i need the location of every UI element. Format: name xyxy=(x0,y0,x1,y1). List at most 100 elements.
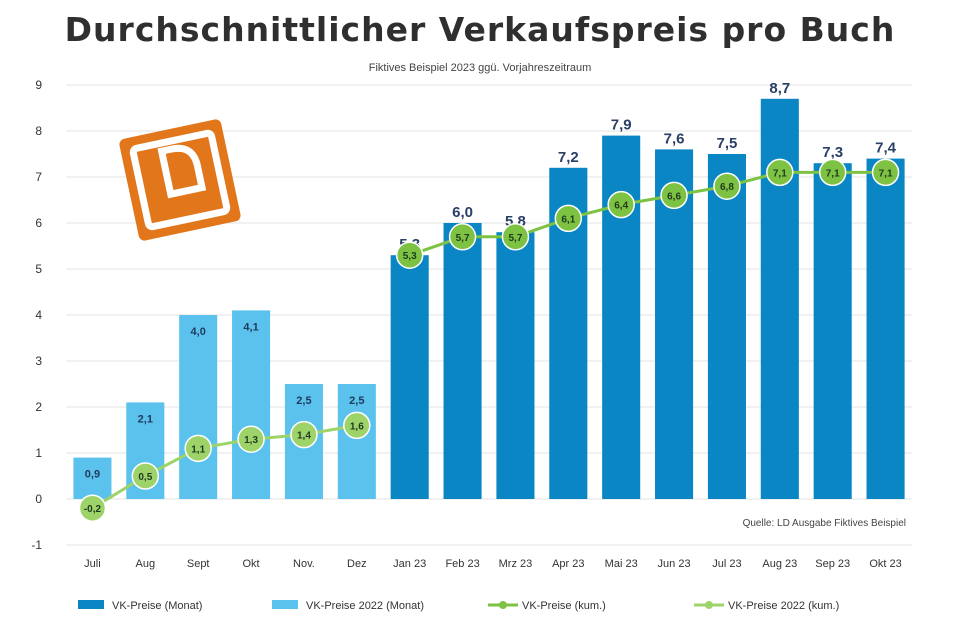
bar-value-label: 7,5 xyxy=(717,135,738,152)
line-point xyxy=(660,181,688,210)
line-point xyxy=(395,241,424,269)
line-point xyxy=(713,172,741,200)
bar-value-label: 2,1 xyxy=(138,413,153,425)
bar-value-label: 2,5 xyxy=(349,395,364,407)
legend-item: VK-Preise 2022 (Monat) xyxy=(272,600,424,612)
line-point xyxy=(131,462,160,490)
line-point-label: -0,2 xyxy=(84,504,102,515)
y-axis-labels: -1 0 1 2 3 4 5 6 7 8 9 xyxy=(31,78,42,552)
line-point-label: 6,1 xyxy=(561,214,575,225)
chart-subtitle: Fiktives Beispiel 2023 ggü. Vorjahreszei… xyxy=(368,62,592,74)
line-point-label: 1,6 xyxy=(350,421,364,432)
bar xyxy=(179,315,218,499)
x-tick-label: Feb 23 xyxy=(445,558,479,570)
y-tick-label: 0 xyxy=(35,492,42,506)
line-point-label: 6,8 xyxy=(720,182,734,193)
line-point xyxy=(607,190,635,219)
line-point xyxy=(554,204,583,233)
x-tick-label: Sep 23 xyxy=(815,558,850,570)
line-point-label: 1,3 xyxy=(244,435,258,446)
chart-title: Durchschnittlicher Verkaufspreis pro Buc… xyxy=(64,10,896,49)
legend-item: VK-Preise (kum.) xyxy=(488,600,606,612)
line-point-label: 6,6 xyxy=(667,191,681,202)
line-point xyxy=(448,223,477,251)
legend-label: VK-Preise (Monat) xyxy=(112,600,202,612)
bar xyxy=(73,457,112,499)
line-point-label: 5,7 xyxy=(508,233,522,244)
line-point-label: 0,5 xyxy=(138,472,152,483)
line-point-label: 1,1 xyxy=(191,444,205,455)
line-point-label: 1,4 xyxy=(297,431,311,442)
line-point xyxy=(184,434,212,463)
line-point xyxy=(501,223,530,251)
legend-swatch xyxy=(272,600,298,609)
bar-value-label: 0,9 xyxy=(85,469,100,481)
y-tick-label: 1 xyxy=(35,446,42,460)
line-point xyxy=(78,494,107,522)
ld-logo-icon xyxy=(119,119,241,241)
legend-swatch-marker xyxy=(499,601,507,609)
bar xyxy=(813,163,852,499)
x-tick-label: Jul 23 xyxy=(712,558,741,570)
y-tick-label: 5 xyxy=(35,262,42,276)
line-point xyxy=(766,158,794,187)
x-tick-label: Apr 23 xyxy=(552,558,584,570)
bar xyxy=(707,154,746,499)
bar-value-label: 8,7 xyxy=(769,80,790,97)
y-tick-label: 6 xyxy=(35,216,42,230)
line-point-label: 5,7 xyxy=(456,233,470,244)
line-point xyxy=(343,411,371,440)
line-point-label: 7,1 xyxy=(826,168,840,179)
y-tick-label: 7 xyxy=(35,170,42,184)
bar-value-label: 7,9 xyxy=(611,117,632,134)
bar-value-label: 7,4 xyxy=(875,140,897,157)
x-tick-label: Jun 23 xyxy=(658,558,691,570)
line-point-label: 7,1 xyxy=(773,168,787,179)
legend-item: VK-Preise (Monat) xyxy=(78,600,202,612)
bar-value-label: 7,6 xyxy=(664,130,685,147)
bar-value-label: 2,5 xyxy=(296,395,311,407)
x-tick-label: Okt 23 xyxy=(869,558,901,570)
legend-label: VK-Preise 2022 (kum.) xyxy=(728,600,839,612)
line-point xyxy=(871,158,900,187)
y-tick-label: -1 xyxy=(31,538,42,552)
bar-value-label: 7,2 xyxy=(558,149,579,166)
line-point xyxy=(818,158,847,187)
bar xyxy=(866,158,905,499)
legend-label: VK-Preise 2022 (Monat) xyxy=(306,600,424,612)
legend: VK-Preise (Monat) VK-Preise 2022 (Monat) V… xyxy=(78,600,839,612)
x-tick-label: Aug xyxy=(136,558,156,570)
bar-value-label: 4,0 xyxy=(191,326,206,338)
source-note: Quelle: LD Ausgabe Fiktives Beispiel xyxy=(743,518,906,529)
line-point xyxy=(290,420,318,449)
y-tick-label: 3 xyxy=(35,354,42,368)
x-tick-label: Dez xyxy=(347,558,367,570)
x-tick-label: Mrz 23 xyxy=(499,558,533,570)
x-tick-label: Nov. xyxy=(293,558,315,570)
line-point xyxy=(237,425,265,453)
legend-item: VK-Preise 2022 (kum.) xyxy=(694,600,839,612)
x-tick-label: Aug 23 xyxy=(762,558,797,570)
bar-value-label: 7,3 xyxy=(822,144,843,161)
bar xyxy=(390,255,429,499)
cumulative-points: 5,3 5,7 5,7 6,1 6,4 6,6 6,8 7,1 7,1 7,1 -0,2 0,5 1,1… xyxy=(78,158,900,522)
y-tick-label: 8 xyxy=(35,124,42,138)
y-tick-label: 9 xyxy=(35,78,42,92)
x-tick-label: Sept xyxy=(187,558,210,570)
bar-value-label: 6,0 xyxy=(452,204,473,221)
line-point-label: 6,4 xyxy=(614,201,628,212)
x-tick-label: Mai 23 xyxy=(605,558,638,570)
bar xyxy=(496,232,535,499)
y-tick-label: 4 xyxy=(35,308,42,322)
bar xyxy=(232,310,271,499)
bar xyxy=(443,223,482,499)
series-line xyxy=(409,170,886,257)
bar xyxy=(602,135,641,499)
legend-swatch xyxy=(78,600,104,609)
x-axis-labels: Juli Aug Sept Okt Nov. Dez Jan 23 Feb 23 Mrz 23 A… xyxy=(84,558,902,570)
line-point-label: 5,3 xyxy=(403,251,417,262)
bar xyxy=(337,384,376,499)
x-tick-label: Okt xyxy=(243,558,260,570)
legend-label: VK-Preise (kum.) xyxy=(522,600,606,612)
